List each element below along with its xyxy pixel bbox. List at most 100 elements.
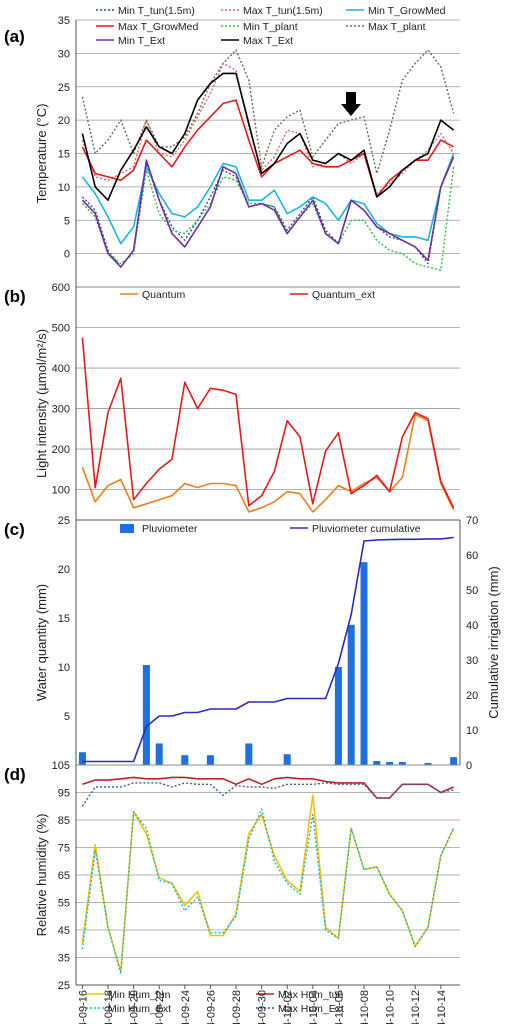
x-tick-label: 14-09-26 <box>205 990 217 1024</box>
bar <box>206 755 214 765</box>
legend-label: Max T_tun(1.5m) <box>243 5 323 17</box>
date-axis: 14-09-16 14-09-18 14-09-20 14-09-22 14-09-24… <box>77 985 448 1024</box>
series-line <box>81 794 455 973</box>
bar <box>450 757 458 765</box>
chart-panel-b: (b) 100 200 300 400 500 600 Light intensity (µm… <box>4 282 460 521</box>
down-arrow-icon <box>341 92 361 116</box>
y-tick-label: 35 <box>58 953 70 965</box>
bar <box>283 754 291 765</box>
bar <box>155 743 163 765</box>
series-line <box>81 49 455 175</box>
legend-label: Min Hum_tun <box>108 989 171 1001</box>
y-tick-label: 65 <box>58 870 70 882</box>
x-tick-label: 14-10-08 <box>359 990 371 1024</box>
x-tick-label: 14-10-06 <box>333 990 345 1024</box>
y2-tick-label: 10 <box>466 725 478 737</box>
y2-tick-label: 50 <box>466 585 478 597</box>
x-tick-label: 14-09-30 <box>257 990 269 1024</box>
series-line <box>81 413 455 513</box>
legend-label: Quantum_ext <box>312 289 375 301</box>
series-line <box>81 153 455 245</box>
legend-label: Max Hum_Ext <box>278 1003 344 1015</box>
y-tick-label: 30 <box>58 48 70 60</box>
bar <box>347 624 355 765</box>
y-tick-label: 15 <box>58 149 70 161</box>
y-tick-label: 20 <box>58 115 70 127</box>
chart-panel-d: (d) 25 35 45 55 65 75 85 95 105 Relative humidity … <box>4 760 460 1015</box>
y-tick-label: 20 <box>58 564 70 576</box>
legend-label: Quantum <box>142 289 185 301</box>
y-tick-label: 25 <box>58 82 70 94</box>
bar <box>373 761 381 765</box>
series-line <box>81 72 455 201</box>
legend-swatch <box>120 524 134 533</box>
y-tick-label: 75 <box>58 843 70 855</box>
bar <box>78 752 86 765</box>
x-tick-label: 14-09-16 <box>77 990 89 1024</box>
y-tick-label: 100 <box>52 485 70 497</box>
y2-tick-label: 70 <box>466 515 478 527</box>
panel-label: (d) <box>4 765 26 784</box>
series-line <box>81 62 455 195</box>
y-tick-label: 600 <box>52 282 70 294</box>
legend-label: Max T_plant <box>368 21 426 33</box>
x-tick-label: 14-09-24 <box>180 990 192 1024</box>
series-line <box>81 153 455 268</box>
bar <box>245 743 253 765</box>
y2-tick-label: 60 <box>466 550 478 562</box>
series-line <box>81 99 454 198</box>
y2-axis-label: Cumulative irrigation (mm) <box>486 566 501 718</box>
y-tick-label: 35 <box>58 15 70 27</box>
x-tick-label: 14-10-14 <box>436 990 448 1024</box>
y-tick-label: 105 <box>52 760 70 772</box>
y2-tick-label: 40 <box>466 620 478 632</box>
bar <box>398 762 406 765</box>
panel-label: (c) <box>4 520 25 539</box>
y-tick-label: 5 <box>64 711 70 723</box>
y-tick-label: 15 <box>58 613 70 625</box>
y2-tick-label: 0 <box>466 760 472 772</box>
y-tick-label: 55 <box>58 898 70 910</box>
y-tick-label: 95 <box>58 788 70 800</box>
y2-tick-label: 30 <box>466 655 478 667</box>
arrow-marker <box>341 92 361 116</box>
legend-label: Min T_GrowMed <box>368 5 446 17</box>
legend-label: Pluviometer cumulative <box>312 523 421 535</box>
y-axis-label: Light intensity (µmol/m²/s) <box>34 329 49 478</box>
bar <box>386 762 394 765</box>
y-axis-label: Relative humidity (%) <box>34 814 49 937</box>
y-tick-label: 200 <box>52 444 70 456</box>
y-tick-label: 500 <box>52 323 70 335</box>
series-line <box>81 808 455 975</box>
x-tick-label: 14-10-10 <box>385 990 397 1024</box>
y-tick-label: 5 <box>64 215 70 227</box>
y-tick-label: 85 <box>58 815 70 827</box>
x-tick-label: 14-09-22 <box>154 990 166 1024</box>
legend-label: Max T_Ext <box>243 35 293 47</box>
series-line <box>81 782 454 807</box>
y-tick-label: 0 <box>64 249 70 261</box>
legend-label: Max T_GrowMed <box>118 21 198 33</box>
bar <box>181 755 189 765</box>
legend-label: Min T_tun(1.5m) <box>118 5 195 17</box>
x-tick-label: 14-10-02 <box>282 990 294 1024</box>
y-tick-label: 45 <box>58 925 70 937</box>
x-tick-label: 14-10-04 <box>308 990 320 1024</box>
x-tick-label: 14-09-28 <box>231 990 243 1024</box>
chart-panel-a: (a) 0 5 10 15 20 25 30 35 Temperature (°C) Min T_t… <box>4 5 460 288</box>
series-line <box>81 337 455 509</box>
y-tick-label: 25 <box>58 515 70 527</box>
bar <box>360 562 368 765</box>
legend-label: Max Hum_tun <box>278 989 344 1001</box>
y-axis-label: Water quantity (mm) <box>34 584 49 701</box>
series-line <box>81 166 455 271</box>
chart-panel-c: (c) 5 10 15 20 25 Water quantity (mm) 0 10 20 30 40… <box>4 515 501 772</box>
panel-label: (a) <box>4 27 25 46</box>
legend-label: Min T_plant <box>243 21 298 33</box>
bar <box>334 667 342 765</box>
y-tick-label: 10 <box>58 182 70 194</box>
x-tick-label: 14-10-12 <box>410 990 422 1024</box>
y-tick-label: 400 <box>52 363 70 375</box>
legend-label: Min Hum_Ext <box>108 1003 171 1015</box>
legend-label: Pluviometer <box>142 523 198 535</box>
